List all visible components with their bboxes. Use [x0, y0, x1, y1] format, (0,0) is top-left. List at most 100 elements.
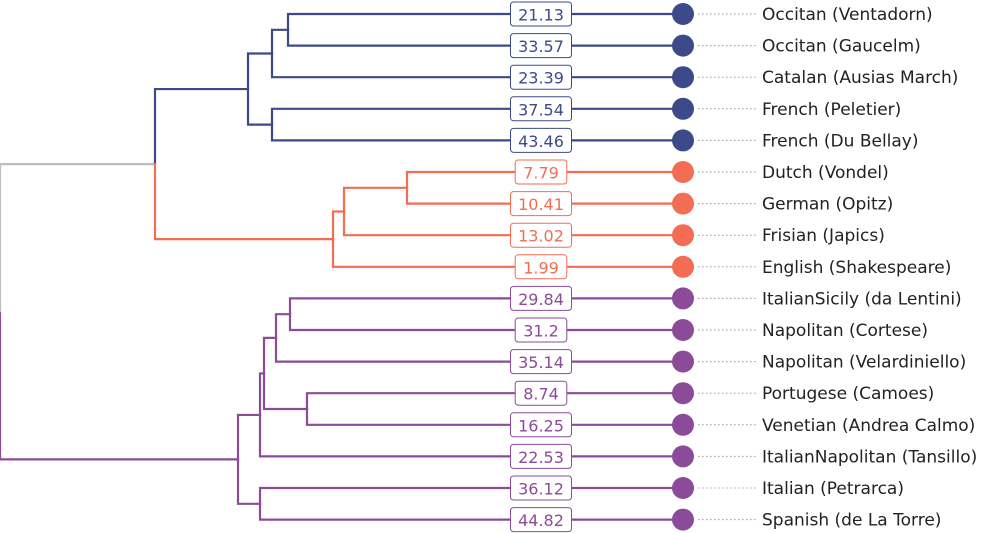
tree-link [262, 336, 278, 375]
leaf-node [672, 287, 694, 310]
leaf-value: 35.14 [518, 353, 564, 372]
leaf-label: French (Peletier) [762, 100, 901, 120]
leaf-label: Occitan (Ventadorn) [762, 5, 933, 25]
tree-link [274, 313, 292, 339]
value-box [514, 317, 568, 343]
value-box [510, 412, 572, 438]
leaf-value: 13.02 [518, 227, 564, 246]
tree-link [270, 107, 685, 126]
leaf-label: Occitan (Gaucelm) [762, 37, 921, 57]
value-box [510, 1, 572, 27]
leaf-value: 1.99 [523, 258, 559, 277]
tree-link [258, 486, 685, 505]
leaf-value: 36.12 [518, 480, 564, 499]
leaf-value: 33.57 [518, 37, 564, 56]
leaf-node [672, 97, 694, 120]
tree-link [331, 210, 346, 241]
leaf-value: 43.46 [518, 132, 564, 151]
leaf-value: 37.54 [518, 100, 564, 119]
tree-link [258, 372, 266, 417]
tree-link [258, 502, 685, 521]
value-box [510, 507, 572, 533]
leaf-value: 16.25 [518, 416, 564, 435]
leaf-label: Frisian (Japics) [762, 226, 885, 246]
leaf-node [672, 319, 694, 341]
tree-link [286, 28, 685, 47]
leaf-label: Venetian (Andrea Calmo) [762, 416, 975, 436]
leaf-node [672, 66, 694, 89]
tree-link [270, 28, 290, 55]
leaf-value: 10.41 [518, 195, 564, 214]
leaf-label: ItalianSicily (da Lentini) [762, 289, 962, 309]
tree-link [286, 12, 685, 31]
leaf-label: Portugese (Camoes) [762, 384, 934, 404]
tree-link [153, 163, 335, 241]
leaf-node [672, 382, 694, 405]
leaf-label: Napolitan (Velardiniello) [762, 353, 966, 373]
leaf-value: 23.39 [518, 69, 564, 88]
tree-link [236, 458, 262, 505]
value-box [510, 222, 572, 248]
tree-link [405, 170, 685, 189]
value-box [514, 254, 568, 280]
value-box [510, 349, 572, 375]
leaf-value: 44.82 [518, 511, 564, 530]
leaf-label: Napolitan (Cortese) [762, 321, 928, 341]
leaf-node [672, 508, 694, 531]
value-box [510, 285, 572, 311]
tree-link [274, 336, 685, 363]
tree-link [288, 297, 685, 316]
tree-link [305, 407, 685, 426]
tree-link [0, 312, 240, 461]
tree-link [342, 186, 409, 213]
tree-link [236, 413, 262, 461]
leaf-label: Italian (Petrarca) [762, 479, 904, 499]
leaf-value: 31.2 [523, 322, 559, 341]
leaf-value: 8.74 [523, 385, 559, 404]
leaf-node [672, 192, 694, 215]
tree-link [0, 163, 157, 313]
value-box [514, 159, 568, 185]
leaf-label: Catalan (Ausias March) [762, 68, 958, 88]
tree-link [246, 87, 274, 126]
leaf-label: English (Shakespeare) [762, 258, 951, 278]
value-box [510, 127, 572, 153]
leaf-node [672, 350, 694, 373]
value-box [510, 475, 572, 501]
value-box [510, 64, 572, 90]
leaf-node [672, 34, 694, 57]
leaf-node [672, 477, 694, 499]
tree-link [331, 238, 685, 268]
leaf-list: 21.13 Occitan (Ventadorn) 33.57 Occitan (Ga… [510, 1, 977, 533]
tree-link [258, 413, 685, 458]
leaf-label: Spanish (de La Torre) [762, 511, 941, 531]
tree-link [270, 123, 685, 142]
leaf-node [672, 3, 694, 25]
leaf-value: 7.79 [523, 164, 559, 183]
leaf-label: German (Opitz) [762, 195, 893, 215]
tree-link [405, 186, 685, 205]
leaf-value: 21.13 [518, 6, 564, 25]
tree-link [305, 392, 685, 411]
tree-link [246, 52, 274, 91]
value-box [510, 191, 572, 217]
tree-link [270, 52, 685, 79]
leaf-node [672, 445, 694, 468]
leaf-label: ItalianNapolitan (Tansillo) [762, 447, 977, 467]
leaf-label: Dutch (Vondel) [762, 163, 889, 183]
leaf-node [672, 413, 694, 436]
leaf-value: 22.53 [518, 448, 564, 467]
leaf-node [672, 224, 694, 247]
leaf-node [672, 129, 694, 152]
value-box [510, 33, 572, 59]
leaf-value: 29.84 [518, 290, 564, 309]
dendrogram-links [0, 12, 685, 521]
leaf-node [672, 255, 694, 278]
tree-link [262, 372, 309, 411]
value-box [510, 443, 572, 469]
tree-link [288, 313, 685, 332]
leaf-node [672, 161, 694, 183]
tree-link [153, 87, 250, 166]
value-box [514, 380, 568, 406]
